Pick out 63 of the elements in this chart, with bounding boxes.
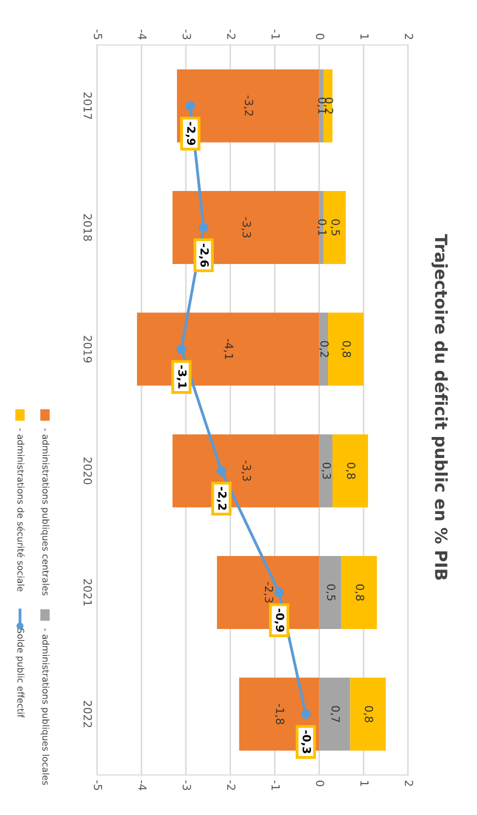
data-label: -3,3 <box>241 460 252 481</box>
bar <box>341 556 377 629</box>
data-label: -2,9 <box>186 122 196 146</box>
x-tick-label: -3 <box>182 30 192 40</box>
y-tick-label: 2021 <box>84 579 92 606</box>
data-label: -2,6 <box>198 244 209 267</box>
point <box>185 100 196 111</box>
x-tick-label: 1 <box>360 34 369 40</box>
x2-tick-label: -3 <box>182 780 192 790</box>
data-label: -1,8 <box>274 704 284 724</box>
y-tick-label: 2022 <box>84 700 92 728</box>
x2-tick-label: 2 <box>404 780 414 786</box>
data-label: 0,8 <box>346 462 356 479</box>
point <box>176 344 186 354</box>
legend-label: - administrations publiques centrales <box>40 428 50 596</box>
bar <box>319 678 350 751</box>
data-label: -3,3 <box>241 217 252 238</box>
x-tick-label: -1 <box>272 30 280 40</box>
data-label: 0,3 <box>321 462 331 479</box>
data-label: 0,2 <box>319 341 329 357</box>
bar <box>319 556 342 629</box>
legend-label: - administrations de sécurité sociale <box>17 428 25 592</box>
text: Trajectoire du déficit public en % PIB <box>432 234 448 580</box>
x-tick-label: -5 <box>94 30 102 40</box>
data-label: -2,2 <box>216 487 227 510</box>
bar <box>350 678 386 751</box>
data-label: 0,8 <box>354 584 364 601</box>
x2-tick-label: 1 <box>360 781 369 786</box>
legend-label: Solde public effectif <box>16 628 24 718</box>
point <box>198 222 208 232</box>
bar <box>332 434 368 508</box>
y-tick-label: 2018 <box>84 214 92 241</box>
x-tick-label: -2 <box>227 30 236 40</box>
data-label: 0,8 <box>341 341 351 358</box>
y-tick-label: 2017 <box>84 92 92 120</box>
x2-tick-label: 0 <box>316 780 324 786</box>
x2-tick-label: -5 <box>94 780 102 790</box>
point <box>300 709 311 720</box>
data-label: -2,3 <box>264 582 274 602</box>
data-label: 0,7 <box>330 706 340 722</box>
data-label: -3,2 <box>244 96 254 116</box>
data-label: -4,1 <box>224 338 234 359</box>
point <box>274 588 284 598</box>
point <box>216 466 226 476</box>
data-label: 0,5 <box>330 219 340 236</box>
bar <box>319 312 328 386</box>
y-tick-label: 2019 <box>84 336 92 363</box>
data-label: 0,1 <box>317 219 327 236</box>
y-tick-label: 2020 <box>84 458 92 484</box>
x2-tick-label: -2 <box>227 780 236 790</box>
data-label: -0,3 <box>301 730 311 754</box>
bar <box>328 312 364 386</box>
x2-tick-label: -4 <box>138 780 146 790</box>
x2-tick-label: -1 <box>272 780 280 790</box>
data-label: -0,9 <box>274 608 284 632</box>
data-label: -3,1 <box>176 365 187 388</box>
bar <box>319 434 332 508</box>
x-tick-label: -4 <box>138 30 146 40</box>
x-tick-label: 2 <box>404 34 414 40</box>
data-label: 0,5 <box>326 584 336 600</box>
legend-label: - administrations publiques locales <box>40 628 50 785</box>
data-label: 0,8 <box>364 706 374 722</box>
x-tick-label: 0 <box>316 34 324 40</box>
